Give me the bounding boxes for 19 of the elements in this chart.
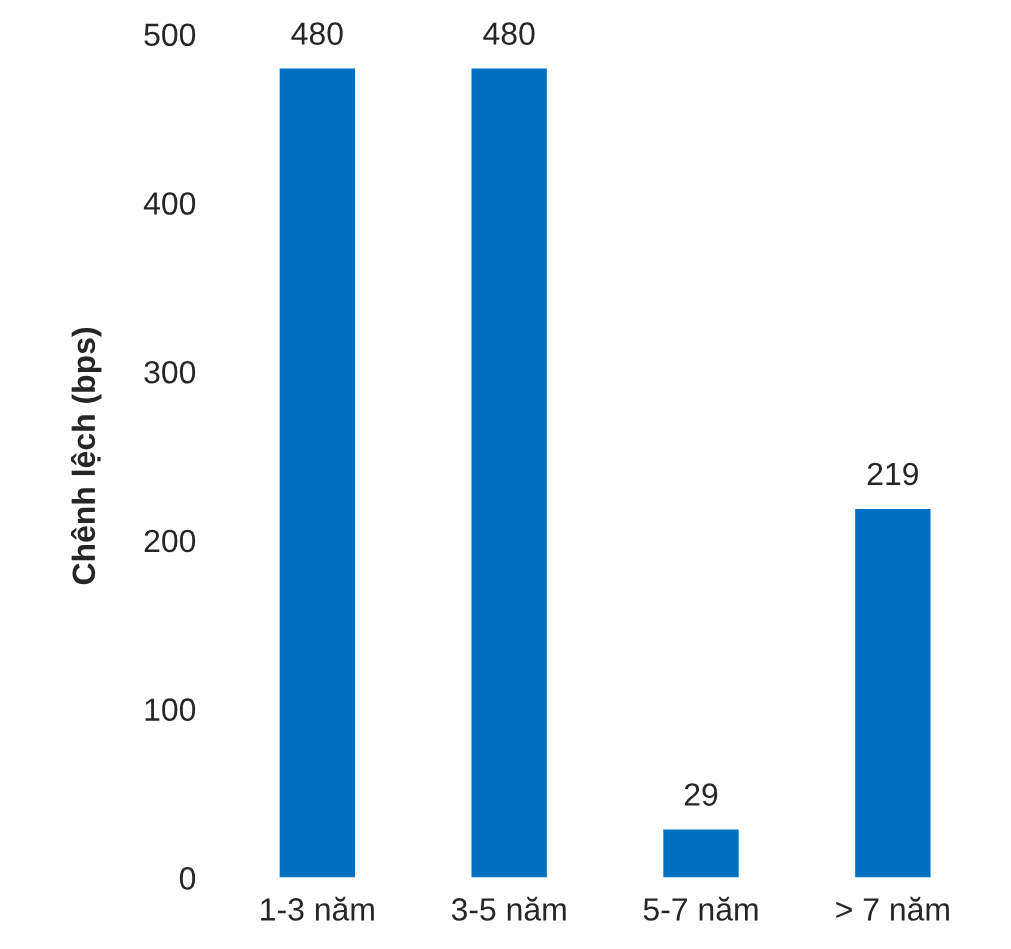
x-tick-label: 1-3 năm xyxy=(261,896,374,921)
data-label: 29 xyxy=(684,783,718,806)
y-tick-label: 400 xyxy=(143,192,196,215)
y-tick-label: 0 xyxy=(179,867,196,890)
y-axis-title: Chênh lệch (bps) xyxy=(70,328,102,585)
y-tick-label: 500 xyxy=(144,23,196,47)
bar xyxy=(661,828,741,878)
bar xyxy=(470,67,549,878)
x-tick-label: 3-5 năm xyxy=(451,896,566,921)
data-label: 480 xyxy=(291,22,343,45)
bar xyxy=(278,67,357,878)
y-tick-label: 100 xyxy=(145,698,196,721)
data-label: 480 xyxy=(483,22,535,45)
y-tick-label: 300 xyxy=(144,360,196,384)
x-tick-label: 5-7 năm xyxy=(643,896,758,921)
data-label: 219 xyxy=(867,462,918,486)
x-tick-label: > 7 năm xyxy=(836,896,949,921)
y-tick-label: 200 xyxy=(144,529,196,553)
bar xyxy=(853,507,932,878)
